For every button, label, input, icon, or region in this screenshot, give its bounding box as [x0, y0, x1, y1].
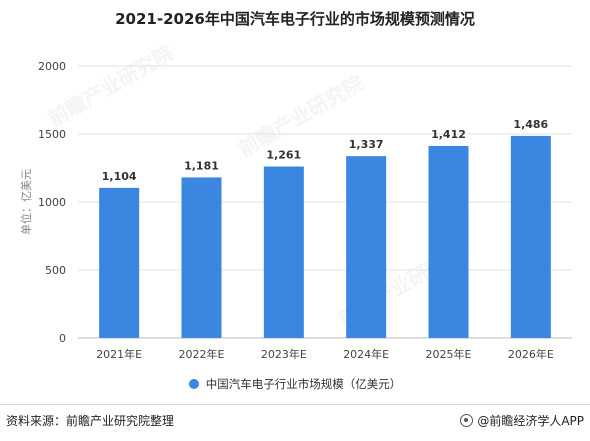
chart-title: 2021-2026年中国汽车电子行业的市场规模预测情况: [115, 10, 475, 28]
data-label: 1,181: [184, 159, 219, 172]
brand-credit: @前瞻经济学人APP: [460, 412, 584, 429]
brand-logo-icon: [460, 414, 474, 427]
y-tick-label: 500: [45, 264, 66, 277]
y-axis-title: 单位：亿美元: [19, 169, 33, 235]
y-tick-label: 1500: [38, 128, 66, 141]
data-label: 1,337: [349, 138, 384, 151]
bar: [346, 156, 387, 338]
bar-chart: 0 500 1000 1500 2000 单位：亿美元 1,104 2021年E 1,181 20…: [19, 60, 572, 361]
source-note: 资料来源：前瞻产业研究院整理: [6, 414, 175, 428]
footer-divider: [0, 404, 590, 405]
bar: [181, 177, 222, 338]
y-tick-label: 0: [59, 332, 66, 345]
x-tick-label: 2026年E: [508, 347, 554, 361]
bar: [263, 166, 304, 338]
x-tick-label: 2023年E: [261, 347, 307, 361]
x-tick-label: 2022年E: [179, 347, 225, 361]
y-tick-label: 2000: [38, 60, 66, 73]
data-label: 1,104: [102, 170, 137, 183]
bar: [428, 145, 469, 338]
y-tick-label: 1000: [38, 196, 66, 209]
x-tick-label: 2021年E: [96, 347, 142, 361]
legend-label: 中国汽车电子行业市场规模（亿美元）: [205, 377, 402, 391]
data-label: 1,412: [431, 128, 466, 141]
x-tick-label: 2025年E: [426, 347, 472, 361]
legend-marker: [188, 379, 199, 389]
legend: 中国汽车电子行业市场规模（亿美元）: [0, 376, 590, 392]
data-label: 1,261: [266, 149, 301, 162]
bar: [99, 187, 140, 338]
x-tick-label: 2024年E: [343, 347, 389, 361]
brand-text: @前瞻经济学人APP: [477, 414, 584, 428]
bar: [510, 135, 551, 338]
data-label: 1,486: [513, 118, 548, 131]
